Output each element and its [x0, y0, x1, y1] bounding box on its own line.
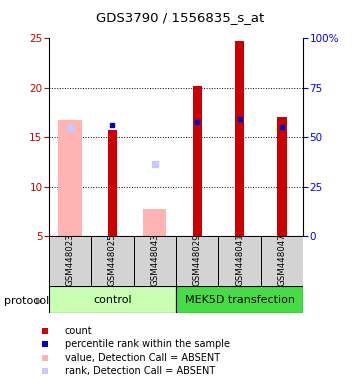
Bar [58, 121, 82, 236]
Bar [277, 116, 287, 236]
Bar [192, 86, 202, 236]
Text: protocol: protocol [4, 296, 49, 306]
Text: value, Detection Call = ABSENT: value, Detection Call = ABSENT [65, 353, 220, 362]
Text: GSM448029: GSM448029 [193, 234, 202, 286]
Bar [134, 236, 176, 286]
Text: rank, Detection Call = ABSENT: rank, Detection Call = ABSENT [65, 366, 215, 376]
Text: GSM448043: GSM448043 [150, 234, 159, 286]
Text: MEK5D transfection: MEK5D transfection [184, 295, 295, 305]
Bar [261, 236, 303, 286]
Bar [108, 130, 117, 236]
Text: GDS3790 / 1556835_s_at: GDS3790 / 1556835_s_at [96, 11, 265, 24]
Text: control: control [93, 295, 132, 305]
Bar [218, 236, 261, 286]
Bar [91, 236, 134, 286]
Text: percentile rank within the sample: percentile rank within the sample [65, 339, 230, 349]
Text: GSM448023: GSM448023 [65, 234, 74, 286]
Text: GSM448047: GSM448047 [278, 234, 287, 286]
Bar [49, 286, 176, 313]
Bar [176, 286, 303, 313]
Text: GSM448041: GSM448041 [235, 234, 244, 286]
Bar [143, 209, 166, 236]
Bar [235, 41, 244, 236]
Text: GSM448025: GSM448025 [108, 234, 117, 286]
Bar [176, 236, 218, 286]
Bar [49, 236, 91, 286]
Text: count: count [65, 326, 92, 336]
